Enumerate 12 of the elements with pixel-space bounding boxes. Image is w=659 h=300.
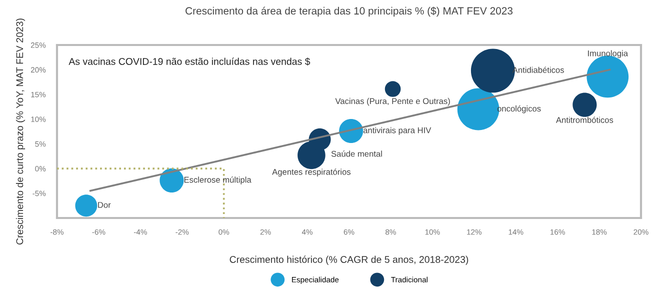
annotation: Agentes respiratórios [272, 168, 351, 177]
annotation: As vacinas COVID-19 não estão incluídas nas vendas $ [68, 58, 310, 66]
annotation: Imunologia [588, 50, 628, 58]
y-axis-title: Crescimento de curto prazo (% YoY, MAT FEV 2023) [16, 18, 26, 244]
annotation: Dor [98, 202, 111, 208]
annotation: Esclerose múltipla [184, 176, 252, 184]
annotation: Saúde mental [331, 150, 382, 157]
chart-title: Crescimento da área de terapia das 10 principais % ($) MAT FEV 2023 [186, 6, 513, 17]
annotation: Antitrombóticos [556, 116, 614, 123]
x-axis-title: Crescimento histórico (% CAGR de 5 anos, 2018-2023) [230, 256, 468, 265]
annotation: antivirais para HIV [363, 127, 432, 135]
annotation: Vacinas (Pura, Pente e Outras) [335, 98, 450, 106]
